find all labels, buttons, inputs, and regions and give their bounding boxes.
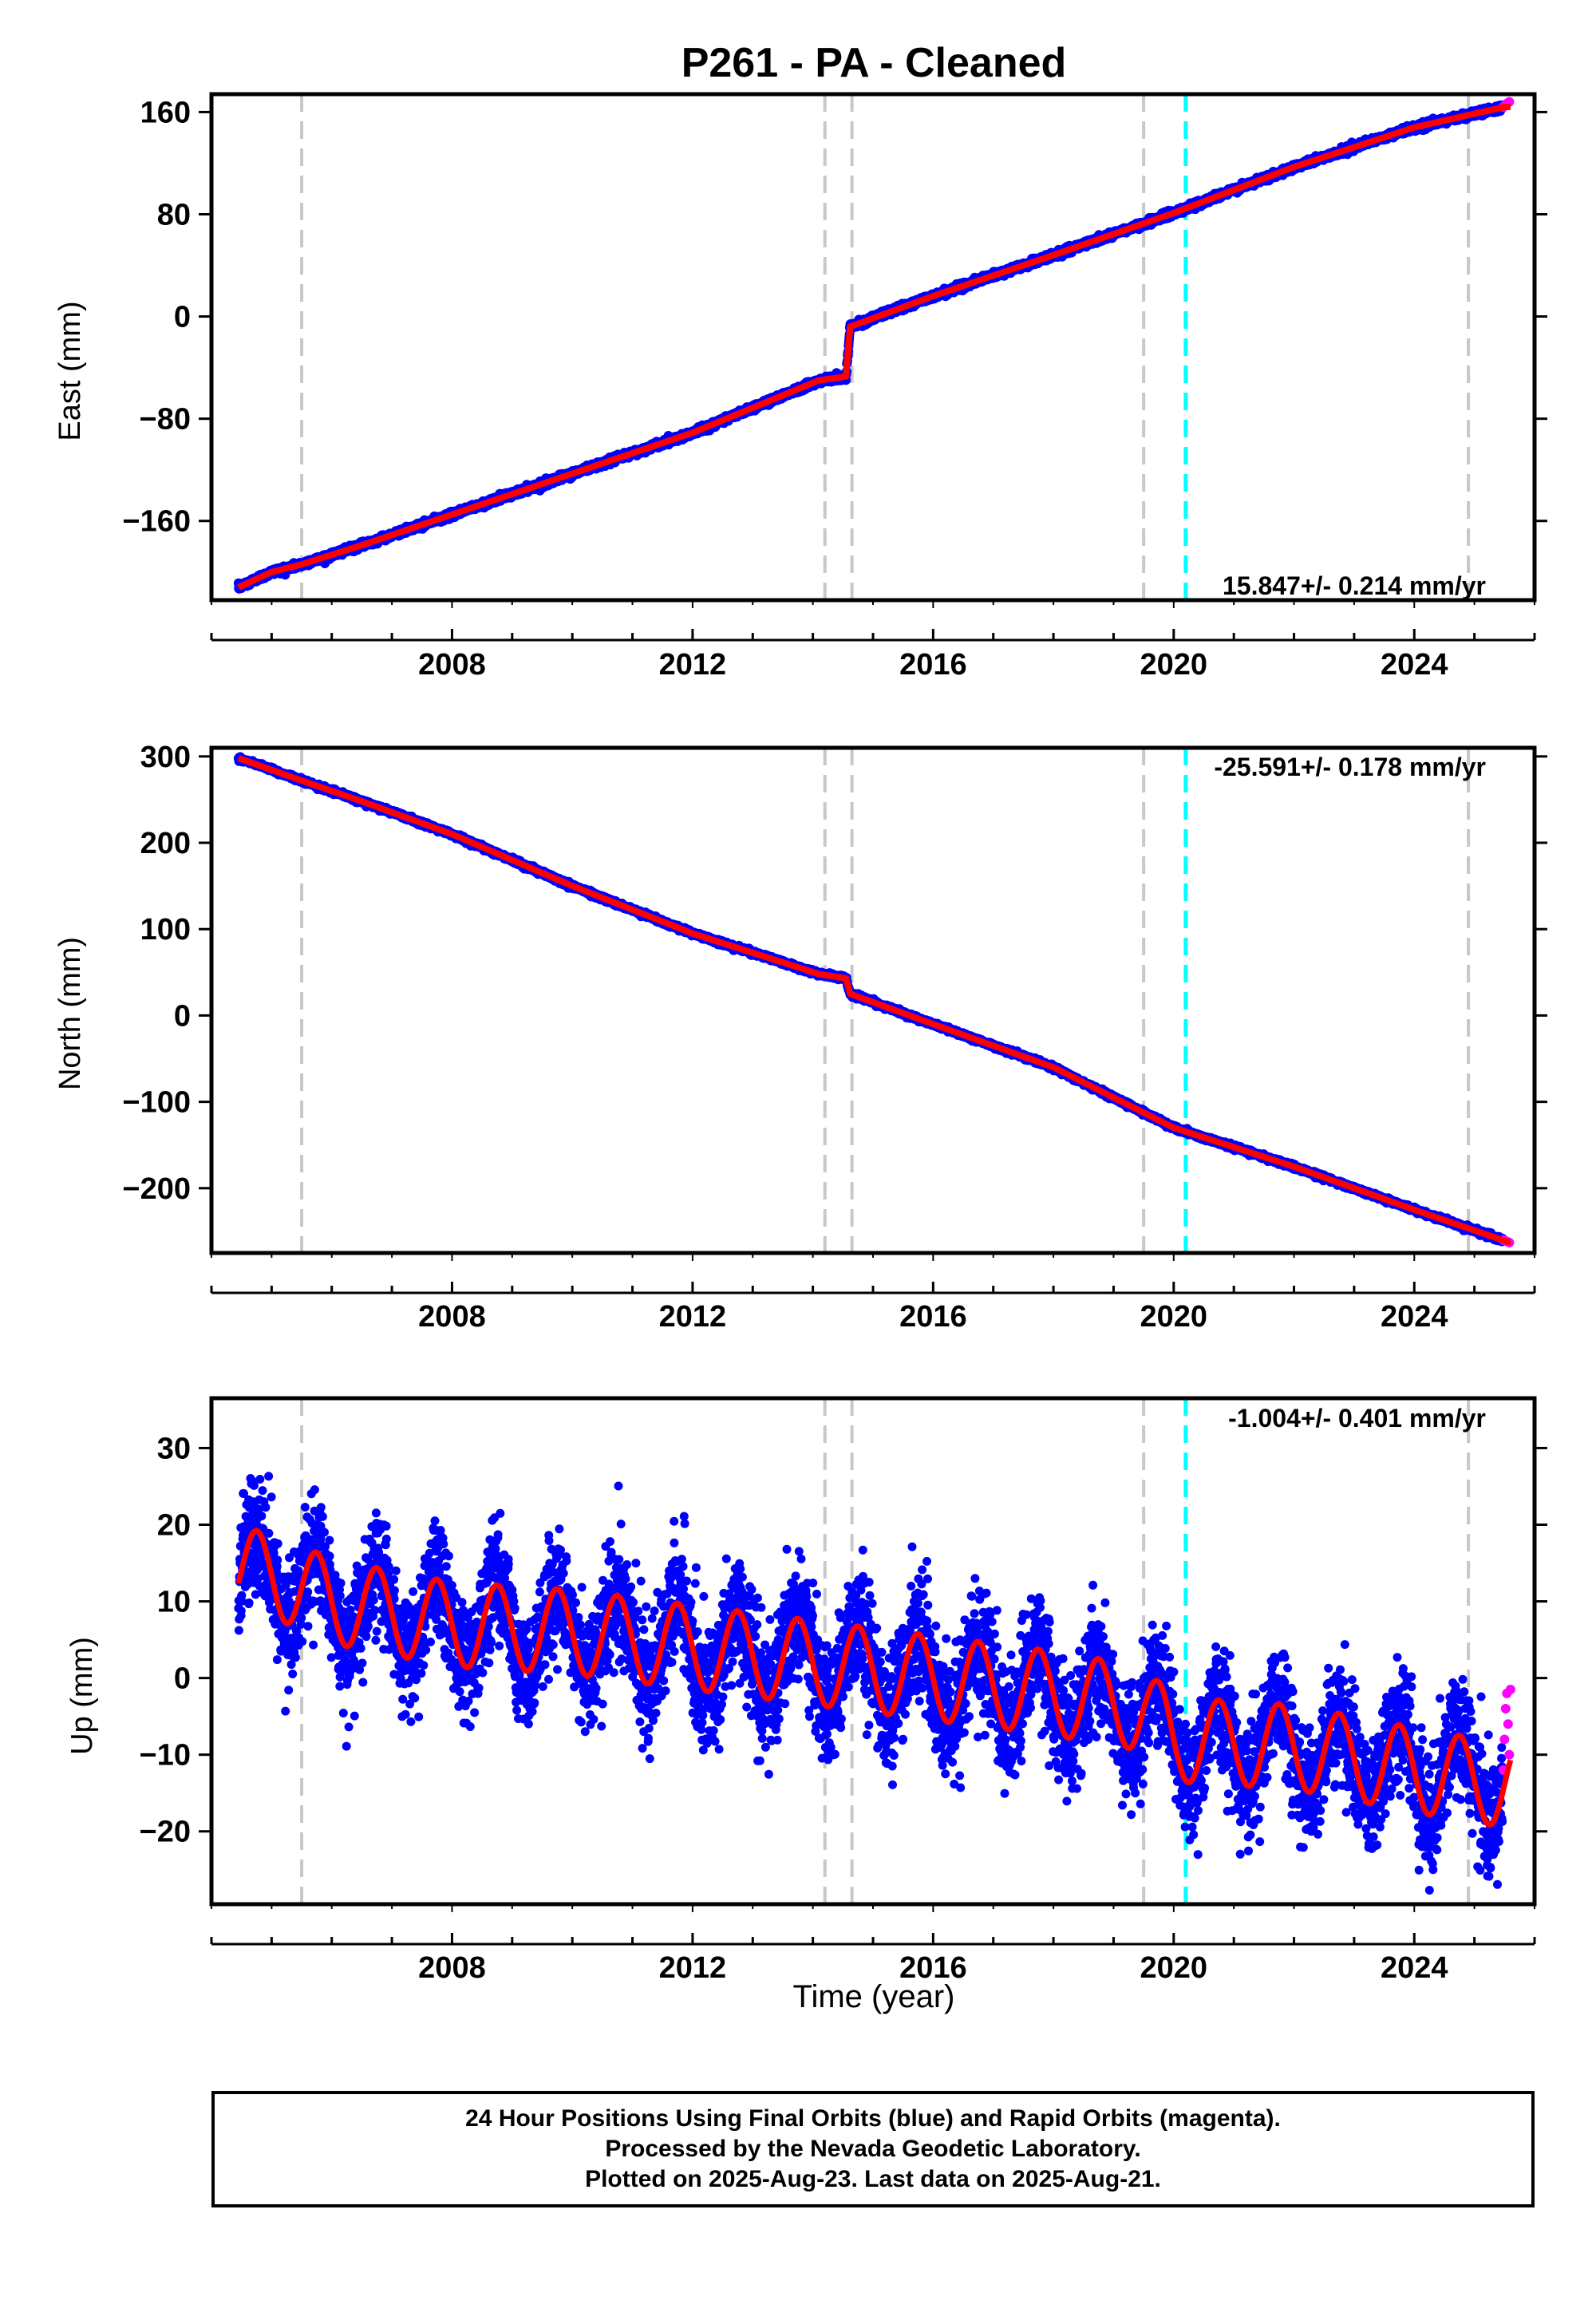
east-final-orbit-points <box>233 100 1508 594</box>
figure-title: P261 - PA - Cleaned <box>681 40 1067 86</box>
